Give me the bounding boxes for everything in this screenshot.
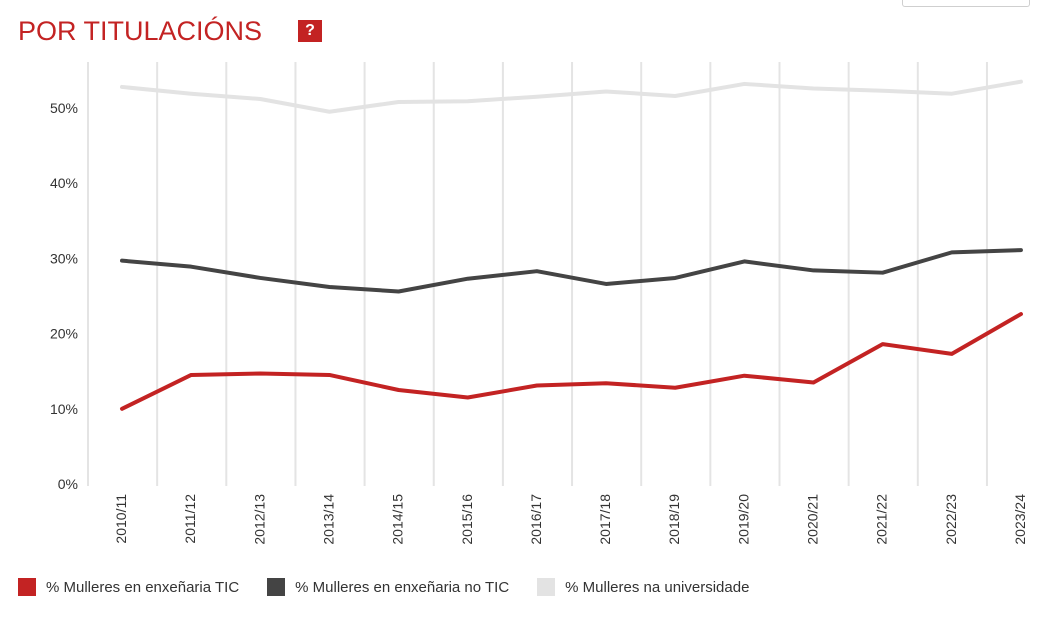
data-point (466, 277, 470, 281)
data-point (327, 110, 331, 114)
data-point (258, 97, 262, 101)
data-point (604, 89, 608, 93)
x-tick-label: 2018/19 (666, 494, 682, 545)
y-tick-label: 50% (50, 100, 78, 116)
data-point (812, 86, 815, 90)
data-point (950, 352, 954, 356)
legend-swatch (18, 578, 36, 596)
x-tick-label: 2015/16 (459, 494, 475, 545)
data-point (535, 383, 539, 387)
x-tick-label: 2013/14 (320, 494, 336, 545)
y-tick-label: 30% (50, 250, 78, 266)
y-tick-label: 20% (50, 326, 78, 342)
data-point (881, 342, 885, 346)
x-tick-label: 2021/22 (874, 494, 890, 545)
chart-title: POR TITULACIÓNS (18, 16, 263, 46)
x-tick-label: 2022/23 (943, 494, 959, 545)
data-point (535, 95, 539, 99)
x-tick-label: 2010/11 (113, 494, 129, 544)
help-button[interactable]: ? (298, 20, 322, 42)
data-point (120, 85, 124, 89)
legend-swatch (537, 578, 556, 596)
data-point (742, 259, 746, 263)
data-point (327, 373, 331, 377)
data-point (812, 380, 815, 384)
legend-item[interactable]: % Mulleres en enxeñaria no TIC (267, 578, 509, 596)
data-point (189, 373, 193, 377)
x-tick-label: 2023/24 (1012, 494, 1028, 545)
x-tick-label: 2017/18 (597, 494, 613, 545)
data-point (466, 396, 470, 400)
data-point (1019, 312, 1023, 316)
data-point (812, 268, 815, 272)
x-tick-label: 2020/21 (805, 494, 821, 545)
data-point (742, 82, 746, 86)
legend-swatch (267, 578, 286, 596)
data-point (881, 89, 885, 93)
data-point (673, 276, 677, 280)
legend-label: % Mulleres en enxeñaria no TIC (295, 578, 510, 596)
x-tick-label: 2014/15 (390, 494, 406, 545)
data-point (673, 94, 677, 98)
legend-label: % Mulleres en enxeñaria TIC (46, 578, 240, 596)
series-line (120, 248, 1023, 294)
x-tick-label: 2011/12 (182, 494, 198, 544)
data-point (120, 407, 124, 411)
series-line (120, 79, 1023, 114)
data-point (120, 259, 124, 263)
y-tick-label: 10% (50, 401, 78, 417)
y-tick-label: 0% (58, 476, 78, 492)
data-point (1019, 80, 1023, 84)
data-point (673, 386, 677, 390)
data-point (258, 276, 262, 280)
data-point (466, 99, 470, 103)
data-point (397, 100, 401, 104)
selector-box[interactable] (902, 0, 1030, 7)
data-point (950, 250, 954, 254)
data-point (397, 289, 401, 293)
chart-legend: % Mulleres en enxeñaria TIC % Mulleres en… (18, 578, 777, 596)
data-point (535, 269, 539, 273)
data-point (258, 371, 262, 375)
data-point (397, 388, 401, 392)
legend-item[interactable]: % Mulleres na universidade (537, 578, 749, 596)
data-point (950, 92, 954, 96)
x-tick-label: 2019/20 (735, 494, 751, 545)
data-point (189, 92, 193, 96)
line-chart: 0% 10% 20% 30% 40% 50% 2010/11 2011/12 2012/13 20… (50, 62, 1028, 545)
data-point (327, 285, 331, 289)
data-point (742, 374, 746, 378)
x-tick-label: 2012/13 (251, 494, 267, 545)
data-point (881, 271, 885, 275)
legend-label: % Mulleres na universidade (565, 578, 750, 596)
y-tick-label: 40% (50, 175, 78, 191)
series-line (120, 312, 1023, 411)
data-point (604, 282, 608, 286)
data-point (189, 265, 193, 269)
data-point (604, 381, 608, 385)
x-tick-label: 2016/17 (528, 494, 544, 545)
data-point (1019, 248, 1023, 252)
legend-item[interactable]: % Mulleres en enxeñaria TIC (18, 578, 239, 596)
